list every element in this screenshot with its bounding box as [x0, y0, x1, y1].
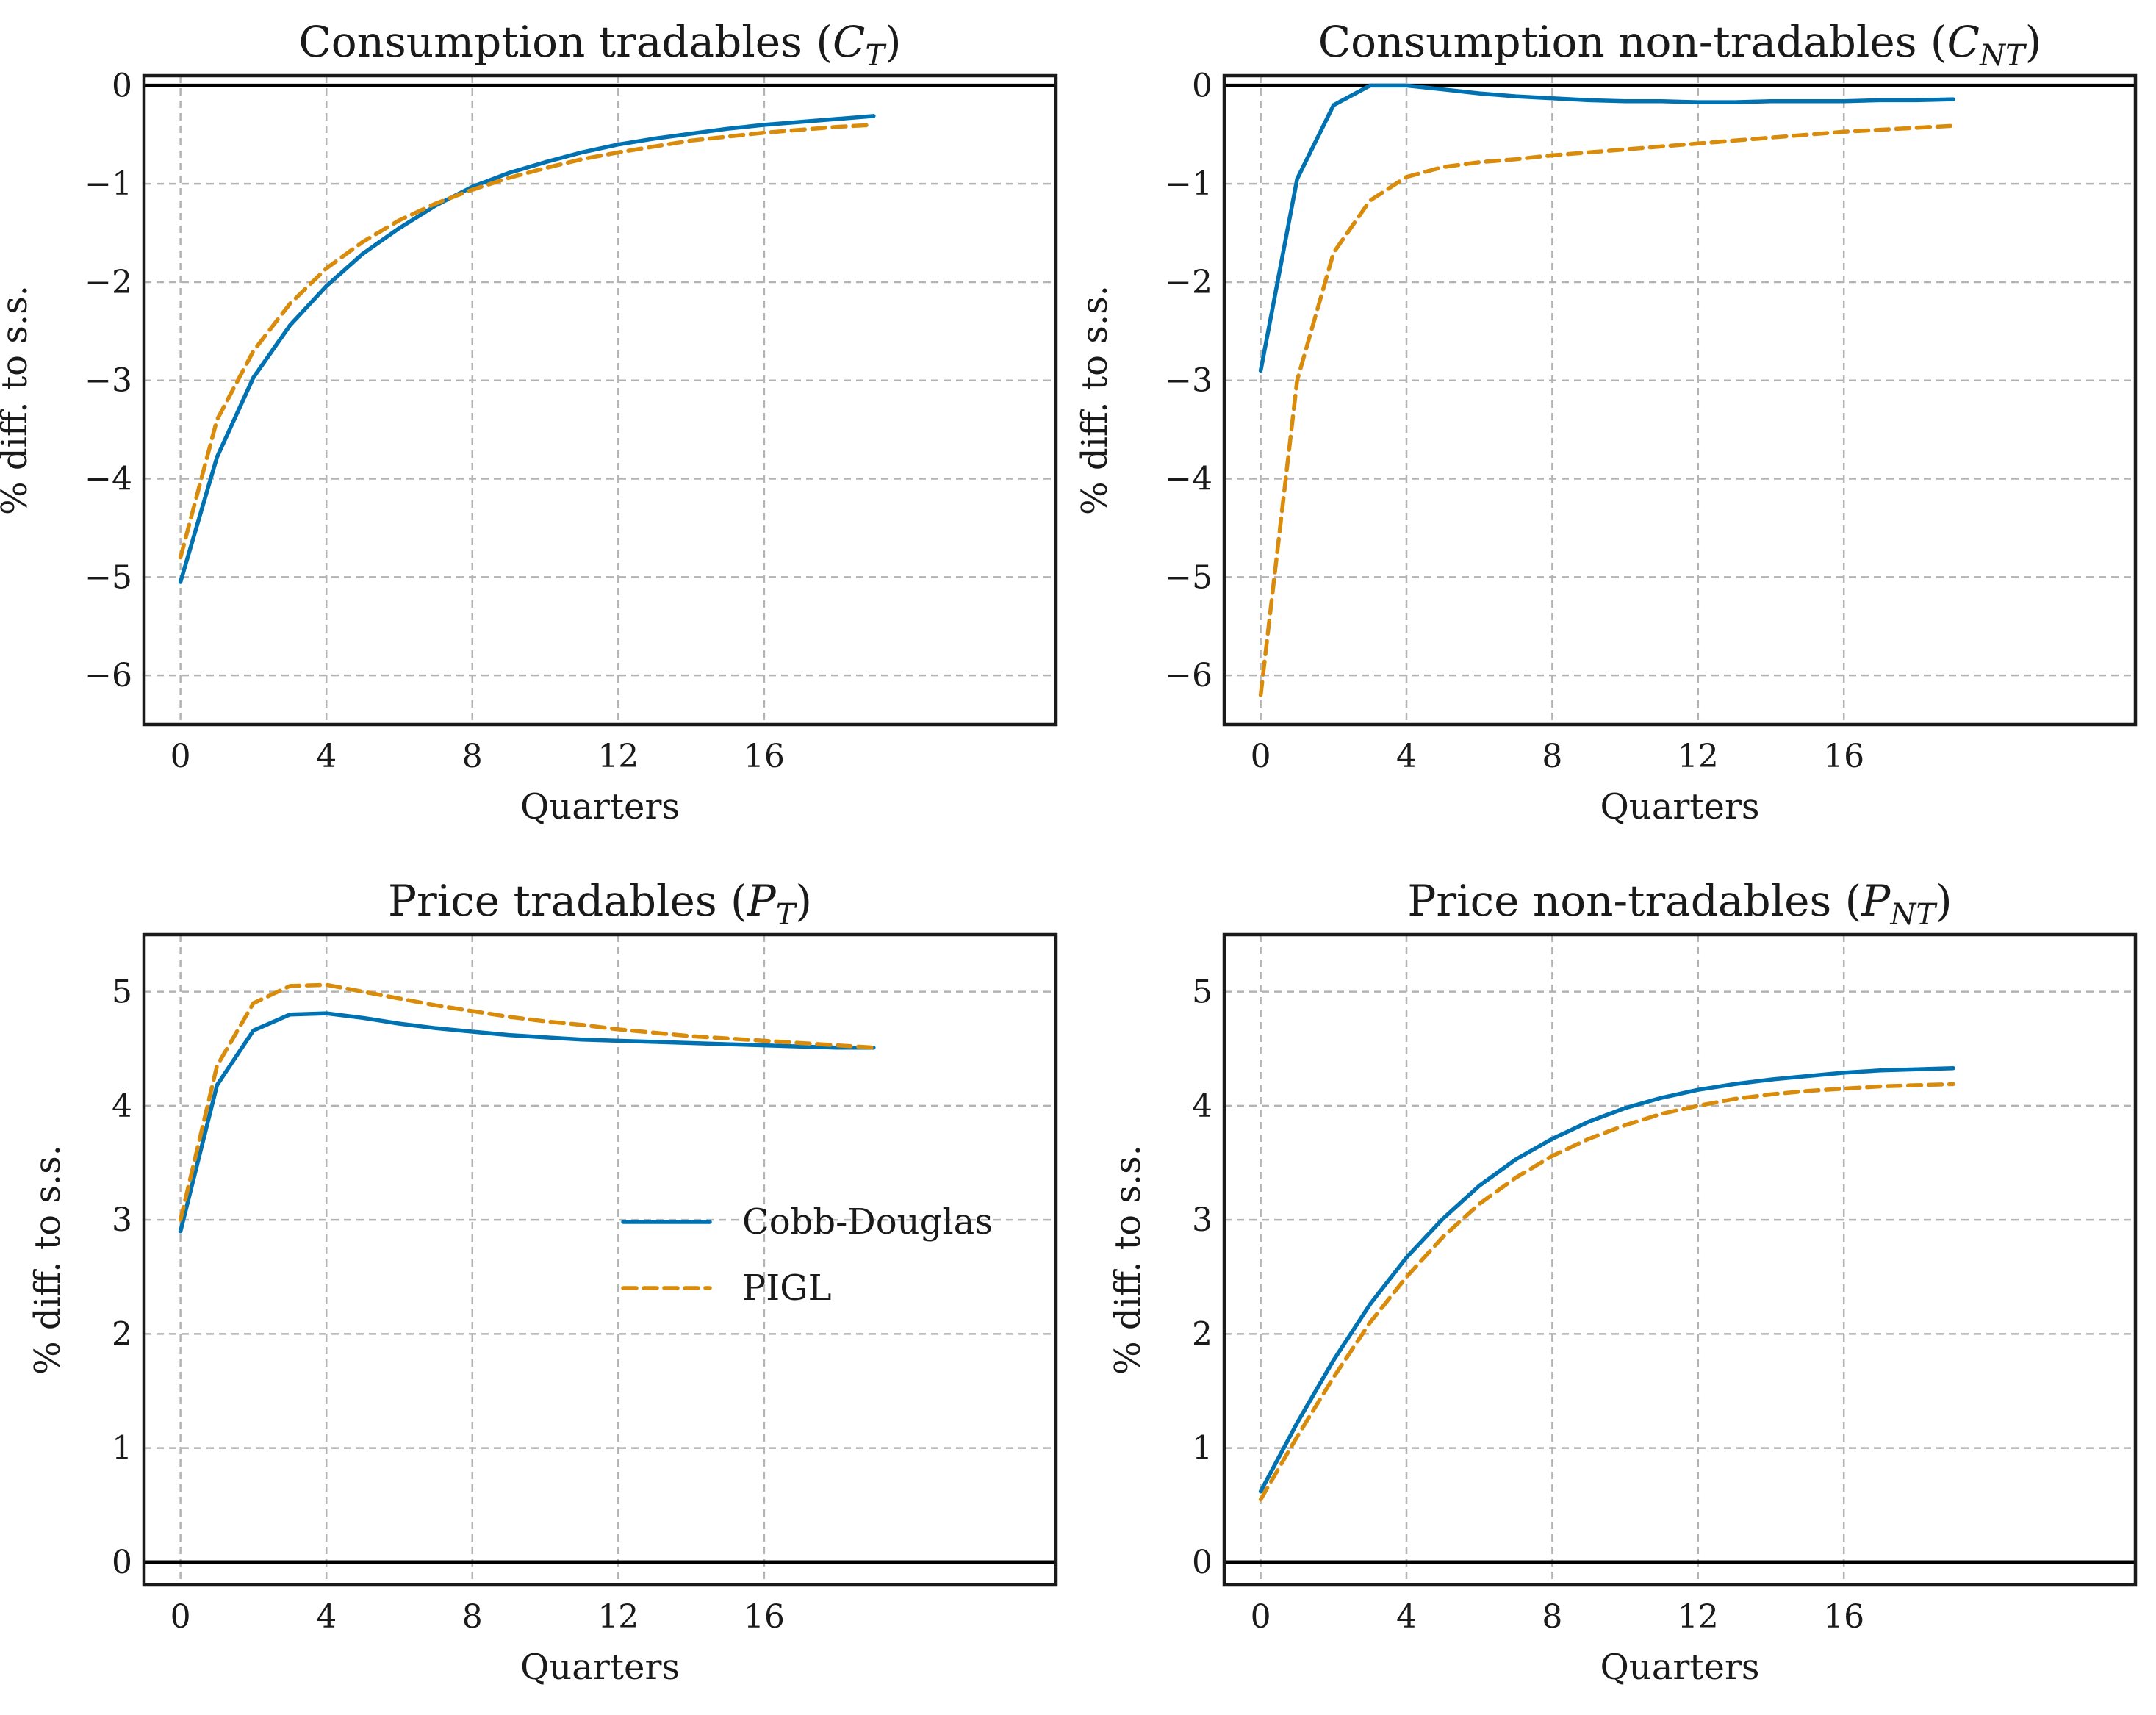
legend-label: PIGL	[742, 1268, 831, 1309]
y-tick-label: 0	[112, 1544, 132, 1581]
y-tick-label: −1	[85, 165, 132, 203]
y-axis-label: % diff. to s.s.	[1074, 285, 1115, 515]
x-tick-label: 12	[1678, 738, 1719, 775]
x-tick-label: 0	[170, 1598, 191, 1636]
x-tick-label: 8	[462, 738, 483, 775]
series-line-pigl	[178, 123, 876, 560]
series-line-pigl	[1258, 1082, 1955, 1502]
chart-title: Price tradables (PT)	[388, 876, 812, 932]
series-line-pigl	[178, 982, 876, 1222]
y-tick-label: 1	[112, 1430, 132, 1467]
y-tick-label: 0	[1192, 1544, 1212, 1581]
y-tick-label: 3	[1192, 1201, 1212, 1239]
y-tick-label: −4	[1165, 461, 1212, 498]
y-tick-label: −2	[1165, 264, 1212, 301]
series-line-pigl	[1258, 123, 1955, 697]
legend-label: Cobb-Douglas	[742, 1201, 993, 1243]
y-tick-label: −2	[85, 264, 132, 301]
y-tick-label: 3	[112, 1201, 132, 1239]
x-axis-label: Quarters	[1600, 786, 1759, 827]
chart-title: Price non-tradables (PNT)	[1407, 876, 1952, 932]
y-tick-label: 2	[112, 1315, 132, 1353]
y-tick-label: −6	[1165, 657, 1212, 694]
y-axis-label: % diff. to s.s.	[27, 1145, 68, 1375]
plot-frame	[1222, 932, 2138, 1587]
plot-frame	[1222, 73, 2138, 727]
y-tick-label: −5	[1165, 558, 1212, 596]
y-tick-label: −4	[85, 461, 132, 498]
y-tick-label: −3	[1165, 362, 1212, 400]
x-tick-label: 12	[597, 1598, 639, 1636]
x-tick-label: 0	[1251, 738, 1271, 775]
panel-2: 0 4 8 12 16 0 −1 −2 −3 −4 −5 −6 Quarters % diff. to s…	[1074, 17, 2138, 827]
y-tick-label: 0	[112, 67, 132, 104]
y-tick-label: −5	[85, 558, 132, 596]
x-tick-label: 16	[1823, 1598, 1864, 1636]
panel-1: 0 4 8 12 16 0 −1 −2 −3 −4 −5 −6 Quarters % diff. to s…	[0, 17, 1058, 827]
plot-frame	[142, 932, 1058, 1587]
chart-title: Consumption non-tradables (CNT)	[1318, 17, 2042, 73]
y-tick-label: 1	[1192, 1430, 1212, 1467]
x-tick-label: 8	[1542, 1598, 1562, 1636]
series-line-cobb-douglas	[178, 114, 876, 584]
y-tick-label: 5	[1192, 974, 1212, 1011]
x-tick-label: 12	[597, 738, 639, 775]
x-tick-label: 0	[170, 738, 191, 775]
x-tick-label: 16	[744, 738, 785, 775]
y-tick-label: −3	[85, 362, 132, 400]
x-tick-label: 4	[1396, 1598, 1417, 1636]
y-axis-label: % diff. to s.s.	[1107, 1145, 1149, 1375]
series-line-cobb-douglas	[178, 1011, 876, 1234]
y-tick-label: 4	[112, 1087, 132, 1125]
y-axis-label: % diff. to s.s.	[0, 285, 35, 515]
y-tick-label: 0	[1192, 67, 1212, 104]
y-tick-label: −1	[1165, 165, 1212, 203]
x-tick-label: 4	[316, 1598, 337, 1636]
x-tick-label: 0	[1251, 1598, 1271, 1636]
y-tick-label: 2	[1192, 1315, 1212, 1353]
y-tick-label: −6	[85, 657, 132, 694]
series-line-cobb-douglas	[1258, 1065, 1955, 1494]
x-tick-label: 16	[1823, 738, 1864, 775]
series-line-cobb-douglas	[1258, 83, 1955, 373]
x-tick-label: 4	[1396, 738, 1417, 775]
x-tick-label: 12	[1678, 1598, 1719, 1636]
x-tick-label: 8	[462, 1598, 483, 1636]
x-tick-label: 8	[1542, 738, 1562, 775]
plot-frame	[142, 73, 1058, 727]
x-tick-label: 16	[744, 1598, 785, 1636]
legend: Cobb-Douglas PIGL	[621, 1201, 993, 1309]
x-tick-label: 4	[316, 738, 337, 775]
x-axis-label: Quarters	[520, 1647, 680, 1688]
y-tick-label: 4	[1192, 1087, 1212, 1125]
chart-title: Consumption tradables (CT)	[298, 17, 901, 73]
y-tick-label: 5	[112, 974, 132, 1011]
x-axis-label: Quarters	[520, 786, 680, 827]
x-axis-label: Quarters	[1600, 1647, 1759, 1688]
